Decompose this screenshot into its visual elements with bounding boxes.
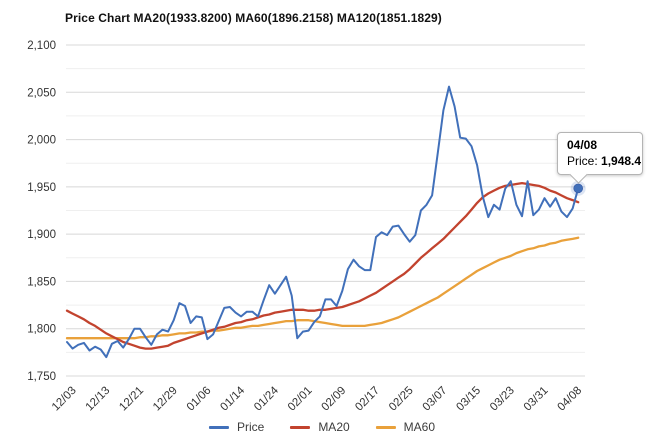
x-axis-label: 12/13 (84, 385, 113, 414)
x-axis-label: 12/29 (151, 385, 180, 414)
price-line[interactable] (66, 85, 580, 359)
end-point-marker[interactable] (573, 183, 583, 194)
price-line-swatch (208, 425, 229, 429)
legend-label-price: Price (236, 420, 265, 434)
tooltip-price-line: Price: 1,948.4 (567, 153, 641, 169)
legend-label-ma60: MA60 (403, 420, 436, 434)
ma20-line[interactable] (65, 181, 580, 350)
legend-item-ma20: MA20 (290, 420, 350, 434)
y-axis-label: 1,750 (27, 371, 56, 383)
ma60-line-swatch (375, 425, 396, 429)
legend-label-ma20: MA20 (318, 420, 350, 434)
x-axis-label: 01/14 (218, 384, 247, 413)
y-axis-label: 2,000 (27, 135, 56, 147)
x-axis-label: 03/31 (522, 385, 551, 414)
chart-title: Price Chart MA20(1933.8200) MA60(1896.21… (65, 11, 442, 25)
x-axis-label: 02/17 (353, 385, 382, 414)
x-axis-label: 03/07 (421, 385, 450, 414)
y-axis-label: 1,950 (27, 182, 56, 194)
chart-legend: Price MA20 MA60 (208, 420, 436, 434)
y-axis-label: 1,800 (27, 324, 56, 336)
x-axis-label: 02/25 (387, 385, 416, 414)
tooltip-price-label: Price: (567, 154, 598, 168)
x-axis-label: 02/01 (286, 385, 315, 414)
tooltip-date: 04/08 (567, 138, 598, 152)
x-axis-label: 03/23 (488, 385, 517, 414)
x-axis-label: 03/15 (454, 385, 483, 414)
tooltip: 04/08 Price: 1,948.4 (557, 132, 643, 184)
ma60-line[interactable] (65, 236, 580, 340)
y-axis-label: 2,050 (27, 87, 56, 99)
legend-item-price: Price (208, 420, 265, 434)
y-axis-label: 1,900 (27, 229, 56, 241)
y-axis-label: 2,100 (27, 40, 56, 52)
x-axis-label: 01/06 (185, 385, 214, 414)
x-axis-label: 04/08 (555, 385, 584, 414)
x-axis-label: 12/03 (50, 385, 79, 414)
x-axis-label: 12/21 (117, 385, 146, 414)
legend-item-ma60: MA60 (375, 420, 436, 434)
y-axis-label: 1,850 (27, 276, 56, 288)
x-axis-label: 01/24 (252, 384, 281, 413)
ma20-line-swatch (290, 425, 311, 429)
x-axis-label: 02/09 (320, 385, 349, 414)
tooltip-price-value: 1,948.4 (601, 154, 642, 168)
